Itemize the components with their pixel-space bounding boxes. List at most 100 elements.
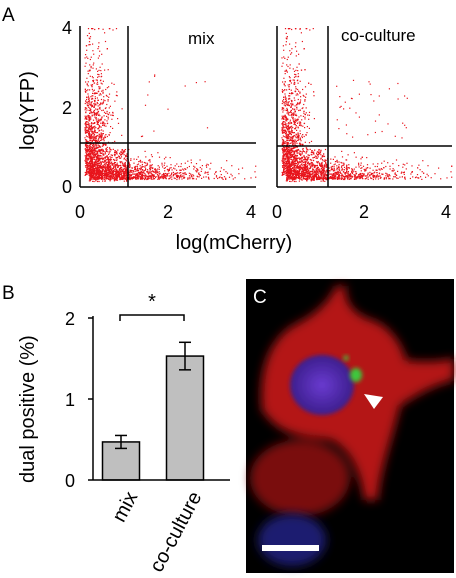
scatter-point	[281, 161, 283, 163]
scatter-point	[343, 162, 345, 164]
scatter-point	[152, 178, 154, 180]
scatter-point	[301, 119, 303, 121]
scatter-point	[297, 75, 300, 77]
scatter-point	[316, 161, 318, 163]
scatter-point	[351, 169, 353, 171]
scatter-point	[183, 173, 185, 175]
scatter-point	[155, 171, 157, 173]
scatter-point	[91, 170, 93, 172]
scatter-point	[85, 170, 88, 172]
scatter-point	[90, 162, 92, 164]
scatter-point	[291, 130, 293, 132]
scatter-point	[284, 159, 286, 161]
scatter-point	[297, 157, 299, 159]
scatter-point	[88, 130, 90, 132]
scatter-point	[87, 70, 89, 72]
scatter-point	[311, 154, 313, 156]
scatter-point	[288, 76, 290, 78]
scatter-point	[97, 156, 99, 159]
scatter-point	[294, 114, 296, 116]
scatter-point	[126, 153, 128, 155]
scatter-point	[174, 168, 176, 170]
scatter-point	[107, 166, 109, 168]
scatter-point	[301, 157, 303, 159]
scatter-point	[96, 113, 98, 115]
scatter-point	[282, 100, 284, 102]
scatter-point	[314, 175, 316, 177]
scatter-point	[304, 141, 306, 143]
scatter-point	[106, 115, 108, 117]
scatter-point	[88, 132, 90, 134]
scatter-point	[290, 153, 292, 155]
scatter-point	[91, 163, 93, 165]
scatter-point	[106, 167, 109, 169]
scatter-point	[99, 87, 101, 89]
scatter-point	[109, 172, 111, 175]
scatter-point	[330, 176, 332, 178]
scatter-point	[95, 166, 97, 169]
scatter-point	[296, 154, 298, 157]
scatter-point	[288, 175, 290, 178]
scatter-point	[308, 127, 310, 129]
scatter-point	[302, 115, 304, 117]
scatter-point	[305, 178, 307, 180]
scatter-point	[92, 176, 94, 178]
scatter-point	[91, 158, 93, 160]
scatter-point	[339, 106, 341, 108]
scatter-point	[281, 159, 284, 161]
scatter-point	[291, 162, 293, 164]
scatter-point	[174, 172, 176, 174]
scatter-point	[100, 103, 102, 105]
scatter-point	[298, 157, 300, 159]
scatter-point	[141, 166, 143, 168]
scatter-point	[94, 149, 96, 151]
scatter-point	[88, 101, 90, 103]
scatter-point	[291, 136, 293, 138]
scatter-point	[289, 123, 291, 125]
scatter-point	[335, 173, 337, 175]
scatter-point	[97, 171, 99, 173]
scatter-point	[99, 108, 101, 110]
scatter-point	[85, 153, 87, 155]
scatter-point	[286, 165, 288, 167]
scatter-point	[110, 165, 112, 167]
scatter-point	[427, 165, 429, 167]
scatter-point	[86, 84, 88, 86]
scatter-point	[401, 171, 403, 173]
scatter-point	[178, 178, 180, 180]
scatter-point	[151, 176, 153, 178]
scatter-point	[383, 178, 385, 180]
scatter-point	[103, 151, 105, 153]
scatter-point	[110, 149, 112, 151]
scatter-point	[110, 175, 112, 177]
scatter-point	[312, 163, 314, 165]
scatter-point	[292, 103, 294, 105]
scatter-point	[93, 135, 95, 137]
scatter-point	[199, 174, 201, 176]
scatter-point	[90, 130, 92, 132]
scatter-point	[283, 165, 286, 167]
scatter-point	[87, 165, 89, 167]
scatter-point	[87, 166, 89, 168]
scatter-point	[108, 166, 110, 168]
scatter-point	[176, 163, 178, 165]
scatter-point	[285, 44, 287, 46]
scatter-point	[168, 178, 171, 180]
scatter-point	[105, 88, 107, 91]
scatter-point	[410, 173, 412, 175]
scatter-point	[123, 180, 125, 182]
scatter-point	[293, 147, 295, 149]
scatter-point	[430, 177, 432, 179]
scatter-point	[187, 177, 189, 179]
scatter-point	[93, 138, 95, 140]
scatter-point	[285, 98, 287, 100]
scatter-point	[92, 143, 94, 145]
scatter-point	[288, 95, 290, 97]
scatter-point	[381, 173, 383, 175]
scatter-point	[103, 138, 105, 140]
scatter-point	[378, 95, 380, 97]
scatter-point	[142, 169, 144, 171]
scatter-point	[309, 172, 311, 174]
scatter-point	[307, 170, 309, 172]
scatter-point	[283, 167, 285, 169]
